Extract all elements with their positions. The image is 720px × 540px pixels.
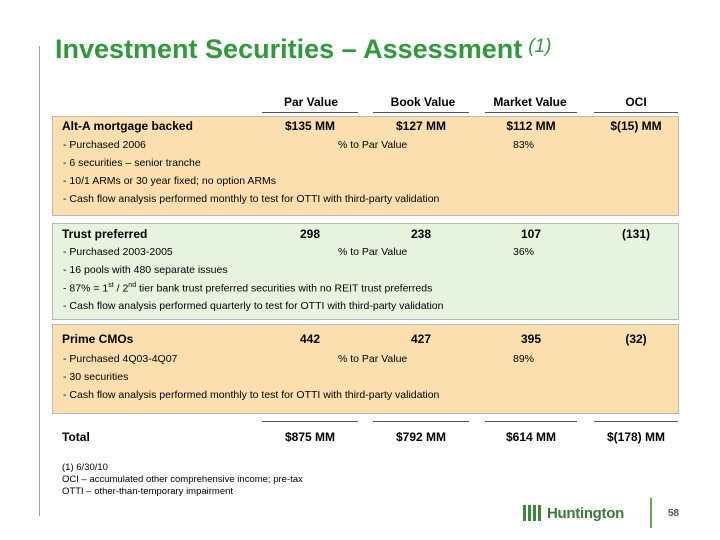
title-footnote-marker: (1) — [528, 36, 552, 57]
trust-preferred-bullet-tiers: - 87% = 1st / 2nd tier bank trust prefer… — [63, 282, 433, 295]
huntington-logo: Huntington — [522, 503, 624, 523]
footnote: (1) 6/30/10 — [62, 462, 108, 473]
trust-preferred-bullet: - 16 pools with 480 separate issues — [63, 264, 228, 276]
total-label: Total — [62, 430, 90, 444]
column-header-par-value: Par Value — [283, 95, 339, 109]
alt-a-book: $127 MM — [395, 119, 447, 133]
alt-a-bullet: - Cash flow analysis performed monthly t… — [63, 193, 440, 205]
alt-a-market: $112 MM — [506, 119, 556, 133]
alt-a-pct-label: % to Par Value — [338, 139, 408, 151]
header-underline-market — [485, 112, 577, 113]
total-par: $875 MM — [284, 430, 336, 444]
trust-preferred-book: 238 — [410, 227, 432, 241]
total-oci: $(178) MM — [606, 430, 665, 444]
prime-cmos-bullet: - Purchased 4Q03-4Q07 — [63, 353, 178, 365]
alt-a-section — [52, 116, 679, 216]
alt-a-oci: $(15) MM — [610, 119, 662, 133]
total-rule-book — [373, 421, 469, 422]
alt-a-bullet: - Purchased 2006 — [63, 139, 146, 151]
prime-cmos-pct-value: 89% — [513, 353, 535, 365]
alt-a-par: $135 MM — [284, 119, 336, 133]
header-underline-oci — [594, 112, 678, 113]
trust-preferred-market: 107 — [520, 227, 542, 241]
alt-a-pct-value: 83% — [513, 139, 535, 151]
prime-cmos-pct-label: % to Par Value — [338, 353, 408, 365]
alt-a-bullet: - 6 securities – senior tranche — [63, 157, 201, 169]
total-rule-par — [262, 421, 358, 422]
header-underline-par — [262, 112, 358, 113]
prime-cmos-oci: (32) — [625, 332, 647, 346]
left-divider — [39, 46, 40, 516]
slide-title: Investment Securities – Assessment (1) — [55, 34, 552, 64]
prime-cmos-book: 427 — [410, 332, 432, 346]
trust-preferred-bullet: - Purchased 2003-2005 — [63, 246, 173, 258]
prime-cmos-section — [52, 324, 679, 414]
trust-preferred-pct-value: 36% — [513, 246, 535, 258]
column-header-book-value: Book Value — [390, 95, 456, 109]
total-rule-market — [485, 421, 577, 422]
footnote: OCI – accumulated other comprehensive in… — [62, 474, 303, 485]
trust-preferred-oci: (131) — [621, 227, 650, 241]
huntington-logo-mark-icon — [522, 503, 542, 523]
trust-preferred-title: Trust preferred — [62, 227, 148, 241]
trust-preferred-par: 298 — [299, 227, 321, 241]
page-number: 58 — [668, 508, 680, 519]
logo-divider — [650, 498, 652, 528]
prime-cmos-par: 442 — [299, 332, 321, 346]
total-rule-oci — [594, 421, 678, 422]
total-book: $792 MM — [395, 430, 447, 444]
alt-a-title: Alt-A mortgage backed — [62, 119, 193, 133]
column-header-market-value: Market Value — [493, 95, 567, 109]
header-underline-book — [373, 112, 469, 113]
prime-cmos-market: 395 — [520, 332, 542, 346]
prime-cmos-bullet: - 30 securities — [63, 371, 129, 383]
prime-cmos-bullet: - Cash flow analysis performed monthly t… — [63, 389, 440, 401]
footnote: OTTI – other-than-temporary impairment — [62, 486, 234, 497]
prime-cmos-title: Prime CMOs — [62, 332, 134, 346]
alt-a-bullet: - 10/1 ARMs or 30 year fixed; no option … — [63, 175, 277, 187]
trust-preferred-section — [52, 223, 679, 320]
huntington-logo-text: Huntington — [547, 504, 624, 522]
column-header-oci: OCI — [625, 95, 647, 109]
total-market: $614 MM — [505, 430, 557, 444]
trust-preferred-bullet: - Cash flow analysis performed quarterly… — [63, 300, 444, 312]
trust-preferred-pct-label: % to Par Value — [338, 246, 408, 258]
